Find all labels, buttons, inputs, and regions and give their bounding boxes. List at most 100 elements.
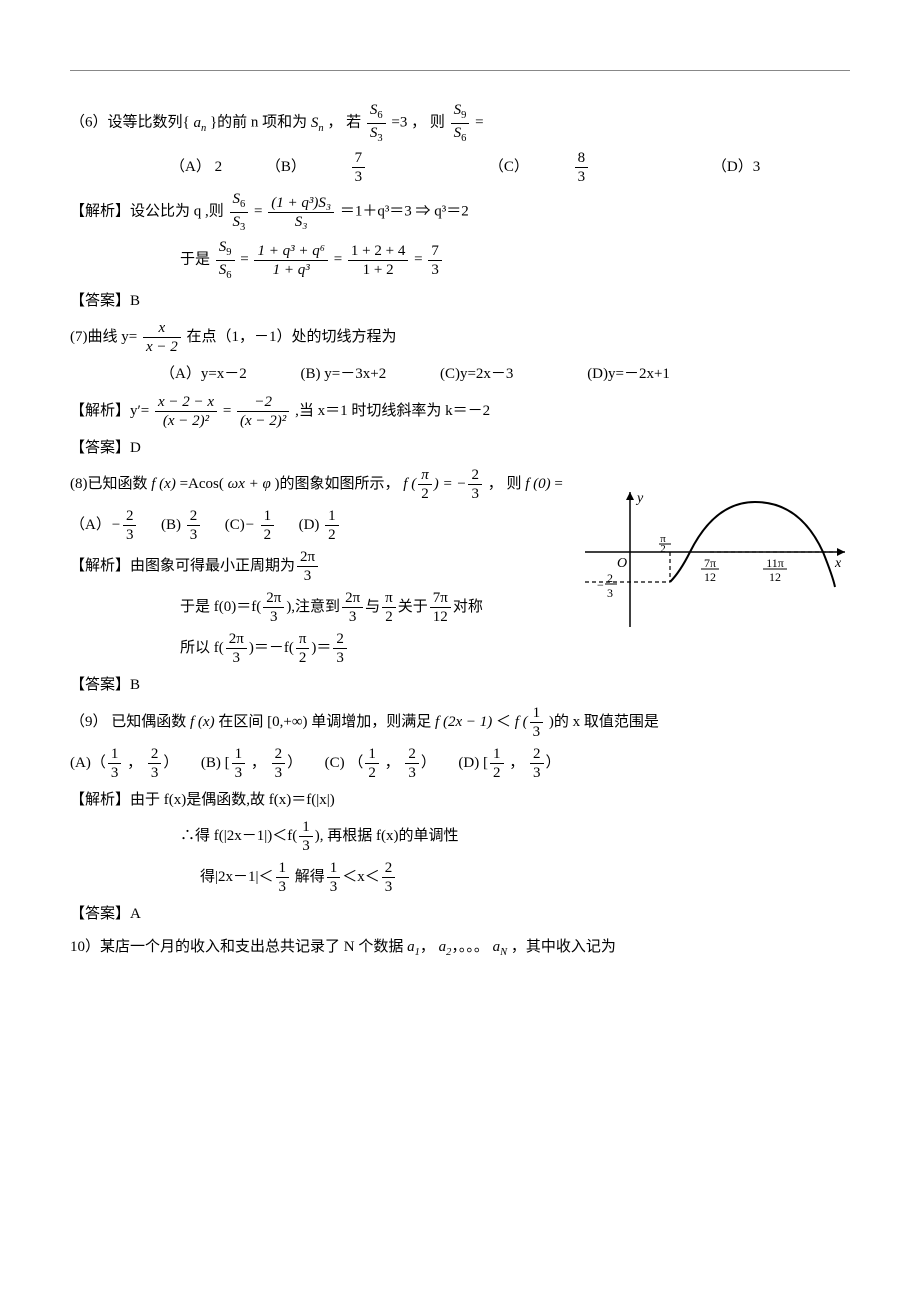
frac: 23 (468, 466, 482, 503)
text: = (554, 476, 562, 492)
choice-b: （B） 73 (266, 149, 445, 186)
q9-choices: (A)（13 ， 23） (B) [13 ， 23） (C) （12 ， 23）… (70, 745, 850, 782)
q9-answer: 【答案】A (70, 900, 850, 929)
text: ＜x＜ (342, 869, 380, 885)
text: 解得 (291, 869, 325, 885)
choice-d: (D) 12 (299, 517, 341, 533)
page: （6）设等比数列{ an }的前 n 项和为 Sn ， 若 S6 S3 =3 ，… (0, 0, 920, 1007)
text: )的 x 取值范围是 (549, 714, 659, 730)
text: =3 ， 则 (391, 115, 448, 131)
text: 与 (365, 599, 380, 615)
q9-solution-2: ∴得 f(|2x－1|)＜f(13), 再根据 f(x)的单调性 (70, 818, 850, 855)
text: （6）设等比数列{ (70, 115, 190, 131)
eq: = (414, 252, 426, 268)
lhs: f (2x − 1) (435, 714, 492, 730)
frac: 23 (382, 859, 396, 896)
frac: 1 + q³ + q⁶1 + q³ (254, 242, 327, 279)
q8-choices: （A）−23 (B) 23 (C)− 12 (D) 12 y x O (70, 507, 850, 544)
frac: 23 (333, 630, 347, 667)
text: 于是 f(0)＝f( (180, 599, 261, 615)
eq: = (223, 403, 235, 419)
a2: a2 (439, 939, 452, 955)
var-sn: Sn (311, 115, 324, 131)
text: ， 则 (488, 476, 522, 492)
choice-d: (D)y=－2x+1 (587, 366, 670, 382)
frac: (1 + q³)S₃ S₃ (268, 194, 334, 231)
q8-solution-3: 所以 f(2π3)＝－f(π2)＝23 (70, 630, 850, 667)
rhs: f ( (515, 714, 528, 730)
text: ,当 x＝1 时切线斜率为 k＝－2 (295, 403, 490, 419)
label: 【解析】y′= (70, 403, 149, 419)
frac: S6 S3 (230, 190, 249, 234)
q7-solution: 【解析】y′= x − 2 − x(x − 2)² = −2(x − 2)² ,… (70, 393, 850, 430)
q6-stem: （6）设等比数列{ an }的前 n 项和为 Sn ， 若 S6 S3 =3 ，… (70, 101, 850, 145)
fx: f (x) (190, 714, 215, 730)
frac: S9 S6 (216, 238, 235, 282)
q9-stem: （9） 已知偶函数 f (x) 在区间 [0,+∞) 单调增加，则满足 f (2… (70, 704, 850, 741)
choice-b: (B) 23 (161, 517, 202, 533)
frac: π2 (382, 589, 396, 626)
q10-stem: 10）某店一个月的收入和支出总共记录了 N 个数据 a1， a2，。。。 aN … (70, 933, 850, 963)
choice-c: (C) （12 ， 23） (325, 755, 436, 771)
top-rule (70, 70, 850, 71)
text: 10）某店一个月的收入和支出总共记录了 N 个数据 (70, 939, 403, 955)
frac: 13 (276, 859, 290, 896)
q6-choices: （A） 2 （B） 73 （C） 83 （D）3 (70, 149, 850, 186)
choice-b: (B) [13 ， 23） (201, 755, 302, 771)
q6-solution-1: 【解析】设公比为 q ,则 S6 S3 = (1 + q³)S₃ S₃ ＝1＋q… (70, 190, 850, 234)
text: ，。。。 (451, 939, 492, 955)
q8-solution-1: 【解析】由图象可得最小正周期为2π3 (70, 548, 850, 585)
eq: ) = − (434, 476, 467, 492)
choice-b: (B) y=－3x+2 (301, 366, 387, 382)
text: ，其中收入记为 (511, 939, 616, 955)
text: 在点（1，－1）处的切线方程为 (186, 329, 396, 345)
text: 所以 f( (180, 640, 224, 656)
choice-c: (C)y=2x－3 (440, 366, 513, 382)
a1: a1 (407, 939, 420, 955)
choice-a: （A） 2 (170, 153, 222, 182)
label: 【解析】由图象可得最小正周期为 (70, 558, 295, 574)
eq: = (254, 204, 266, 220)
choice-d: (D) [12 ， 23） (458, 755, 560, 771)
text: 在区间 (218, 714, 263, 730)
text: )＝－f( (249, 640, 294, 656)
q8-answer: 【答案】B (70, 671, 850, 700)
fx: f (x) (151, 476, 176, 492)
text: ∴得 f(|2x－1|)＜f( (180, 828, 297, 844)
choice-c: （C） 83 (489, 149, 668, 186)
q9-solution-1: 【解析】由于 f(x)是偶函数,故 f(x)＝f(|x|) (70, 786, 850, 815)
text: 关于 (398, 599, 428, 615)
text: ), 再根据 f(x)的单调性 (315, 828, 459, 844)
q6-answer: 【答案】B (70, 287, 850, 316)
choice-c: (C)− 12 (225, 517, 276, 533)
q9-solution-3: 得|2x－1|＜13 解得13＜x＜23 (70, 859, 850, 896)
frac: π2 (296, 630, 310, 667)
frac: π2 (418, 466, 432, 503)
q6-solution-2: 于是 S9 S6 = 1 + q³ + q⁶1 + q³ = 1 + 2 + 4… (70, 238, 850, 282)
text: ， 若 (327, 115, 365, 131)
choice-d: （D）3 (712, 153, 760, 182)
f0: f (0) (525, 476, 550, 492)
frac-s6-s3: S6 S3 (367, 101, 386, 145)
q7-stem: (7)曲线 y= xx − 2 在点（1，－1）处的切线方程为 (70, 319, 850, 356)
text: }的前 n 项和为 (210, 115, 307, 131)
f: f ( (403, 476, 416, 492)
q8-solution-2: 于是 f(0)＝f(2π3),注意到2π3与π2关于7π12对称 (70, 589, 850, 626)
choice-a: （A）y=x－2 (160, 366, 247, 382)
text: )的图象如图所示， (275, 476, 400, 492)
text: =Acos( (180, 476, 224, 492)
text: = (475, 115, 483, 131)
text: 对称 (453, 599, 483, 615)
frac: −2(x − 2)² (237, 393, 289, 430)
frac: 1 + 2 + 41 + 2 (348, 242, 408, 279)
axis-y-label: y (635, 491, 644, 506)
text: ， (420, 939, 439, 955)
eq: = (334, 252, 346, 268)
frac: 73 (428, 242, 442, 279)
lt: ＜ (496, 714, 511, 730)
frac: 13 (530, 704, 544, 741)
frac: 2π3 (226, 630, 247, 667)
q7-answer: 【答案】D (70, 434, 850, 463)
text: （9） 已知偶函数 (70, 714, 186, 730)
text: 于是 (180, 252, 210, 268)
